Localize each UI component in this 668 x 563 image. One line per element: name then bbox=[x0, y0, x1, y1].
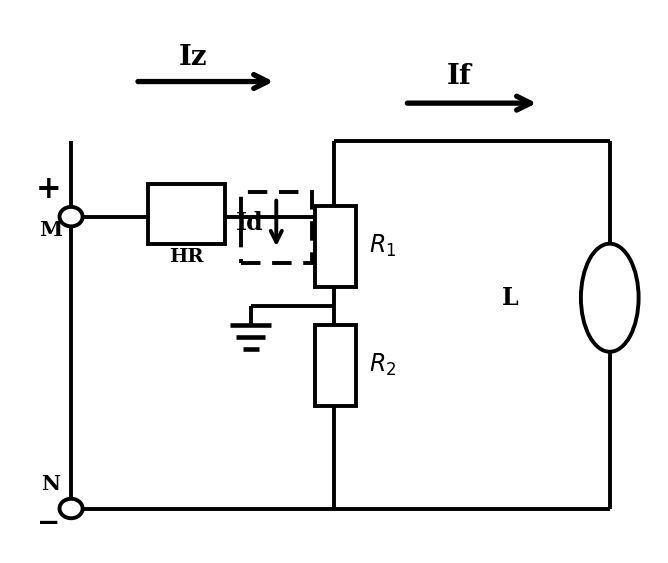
Text: +: + bbox=[36, 174, 61, 205]
Text: L: L bbox=[502, 285, 518, 310]
Bar bbox=[315, 206, 357, 287]
Text: $R_1$: $R_1$ bbox=[369, 233, 397, 260]
Circle shape bbox=[59, 207, 83, 226]
Bar bbox=[148, 184, 225, 244]
Text: −: − bbox=[37, 510, 60, 537]
Text: Iz: Iz bbox=[178, 44, 207, 71]
Bar bbox=[241, 193, 311, 262]
Text: M: M bbox=[39, 220, 62, 240]
Text: HR: HR bbox=[169, 248, 204, 266]
Text: N: N bbox=[41, 474, 60, 494]
Bar bbox=[315, 325, 357, 406]
Circle shape bbox=[59, 499, 83, 518]
Text: $R_2$: $R_2$ bbox=[369, 352, 397, 378]
Text: Id: Id bbox=[236, 211, 263, 235]
Text: If: If bbox=[447, 62, 472, 90]
Ellipse shape bbox=[581, 244, 639, 352]
